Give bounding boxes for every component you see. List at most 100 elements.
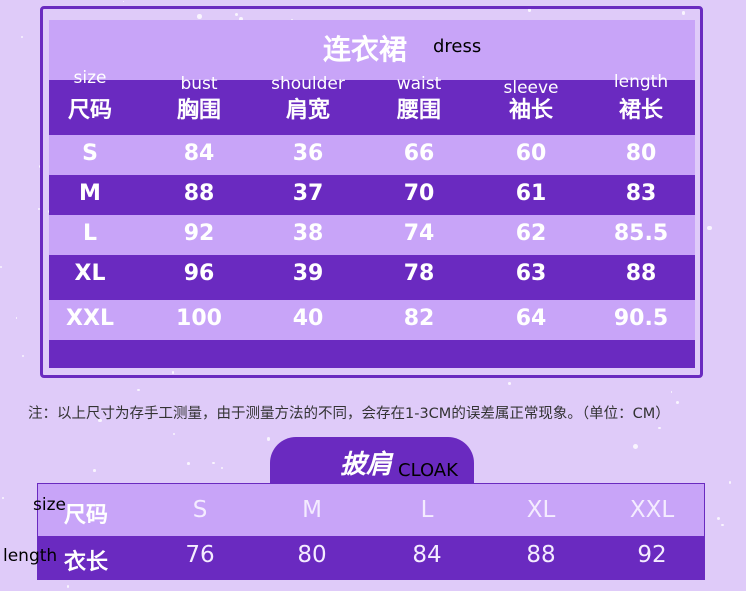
table-row	[49, 300, 695, 340]
speck	[220, 467, 223, 470]
table-cell: 88	[183, 181, 215, 206]
speck	[2, 497, 4, 500]
table-cell: 63	[515, 261, 547, 286]
speck	[0, 266, 3, 269]
header-cn-bust: 胸围	[176, 98, 222, 123]
dress-title: 连衣裙	[323, 33, 408, 66]
title-band	[49, 20, 695, 80]
cloak-size-label: 尺码	[63, 503, 109, 528]
speck	[234, 12, 239, 16]
table-cell: XL	[74, 261, 106, 286]
table-cell: 60	[515, 141, 547, 166]
speck	[38, 207, 40, 210]
speck	[290, 18, 293, 21]
table-row	[49, 135, 695, 175]
measurement-note: 注：以上尺寸为存手工测量，由于测量方法的不同，会存在1-3CM的误差属正常现象。…	[28, 406, 670, 422]
cloak-size-table: 尺码 衣长 S 76 M 80 L 84 XL 88 XXL 92	[37, 483, 705, 580]
table-cell: 88	[625, 261, 657, 286]
speck	[93, 468, 97, 472]
table-cell: 82	[403, 306, 435, 331]
cloak-length-label-en: length	[3, 546, 58, 566]
speck	[507, 382, 511, 385]
table-cell: 92	[183, 221, 215, 246]
cloak-size-cell: S	[192, 497, 208, 523]
speck	[172, 432, 176, 436]
cloak-length-cell: 84	[412, 542, 442, 568]
table-cell: 100	[176, 306, 222, 331]
cloak-title-en: CLOAK	[398, 460, 458, 481]
cloak-length-cell: 76	[185, 542, 215, 568]
table-cell: 70	[403, 181, 435, 206]
speck	[238, 17, 243, 21]
speck	[676, 400, 680, 404]
table-cell: 85.5	[613, 221, 669, 246]
table-cell: 78	[403, 261, 435, 286]
cloak-tab	[270, 437, 474, 485]
table-cell: 66	[403, 141, 435, 166]
speck	[137, 388, 140, 392]
cloak-size-label-en: size	[33, 495, 66, 515]
header-cn-size: 尺码	[67, 98, 113, 123]
table-footer	[49, 340, 695, 368]
speck	[122, 0, 125, 3]
speck	[707, 225, 712, 231]
header-en-size: size	[73, 68, 107, 88]
header-cn-waist: 腰围	[396, 98, 442, 123]
table-cell: S	[82, 141, 98, 166]
header-row	[49, 80, 695, 135]
table-cell: L	[82, 221, 98, 246]
table-cell: 36	[292, 141, 324, 166]
speck	[670, 391, 673, 393]
table-cell: XXL	[66, 306, 114, 331]
cloak-length-cell: 92	[637, 542, 667, 568]
header-cn-length: 裙长	[618, 98, 664, 123]
table-cell: 64	[515, 306, 547, 331]
speck	[66, 585, 70, 589]
cloak-size-cell: M	[302, 497, 322, 523]
header-cn-shoulder: 肩宽	[285, 98, 331, 123]
speck	[20, 35, 23, 39]
cloak-title: 披肩	[340, 450, 393, 480]
cloak-size-row	[38, 484, 704, 536]
table-cell: 39	[292, 261, 324, 286]
table-cell: 96	[183, 261, 215, 286]
table-row	[49, 215, 695, 255]
header-cn-sleeve: 袖长	[508, 98, 554, 123]
table-cell: 90.5	[613, 306, 669, 331]
speck	[632, 443, 638, 449]
table-cell: 62	[515, 221, 547, 246]
speck	[293, 405, 296, 408]
header-en-length: length	[613, 72, 669, 92]
table-cell: 83	[625, 181, 657, 206]
table-row	[49, 255, 695, 300]
header-en-shoulder: shoulder	[271, 74, 345, 94]
table-cell: 80	[625, 141, 657, 166]
header-en-sleeve: sleeve	[503, 78, 559, 98]
cloak-length-cell: 80	[297, 542, 327, 568]
table-cell: 38	[292, 221, 324, 246]
header-en-bust: bust	[180, 74, 218, 94]
speck	[729, 481, 732, 484]
speck	[527, 412, 530, 414]
table-cell: 84	[183, 141, 215, 166]
table-row	[49, 175, 695, 215]
speck	[371, 415, 374, 418]
dress-table-frame	[40, 6, 703, 378]
speck	[22, 354, 25, 358]
speck	[197, 14, 202, 19]
cloak-size-cell: XL	[526, 497, 556, 523]
cloak-size-cell: L	[420, 497, 434, 523]
speck	[98, 418, 102, 423]
cloak-length-label: 衣长	[63, 550, 109, 575]
speck	[721, 523, 725, 527]
cloak-size-cell: XXL	[629, 497, 675, 523]
header-en-waist: waist	[396, 74, 442, 94]
speck	[171, 371, 175, 375]
speck	[681, 11, 685, 15]
dress-title-en: dress	[433, 36, 482, 57]
table-cell: 61	[515, 181, 547, 206]
table-cell: M	[79, 181, 101, 206]
table-cell: 74	[403, 221, 435, 246]
cloak-length-row	[38, 536, 704, 580]
speck	[658, 426, 662, 430]
